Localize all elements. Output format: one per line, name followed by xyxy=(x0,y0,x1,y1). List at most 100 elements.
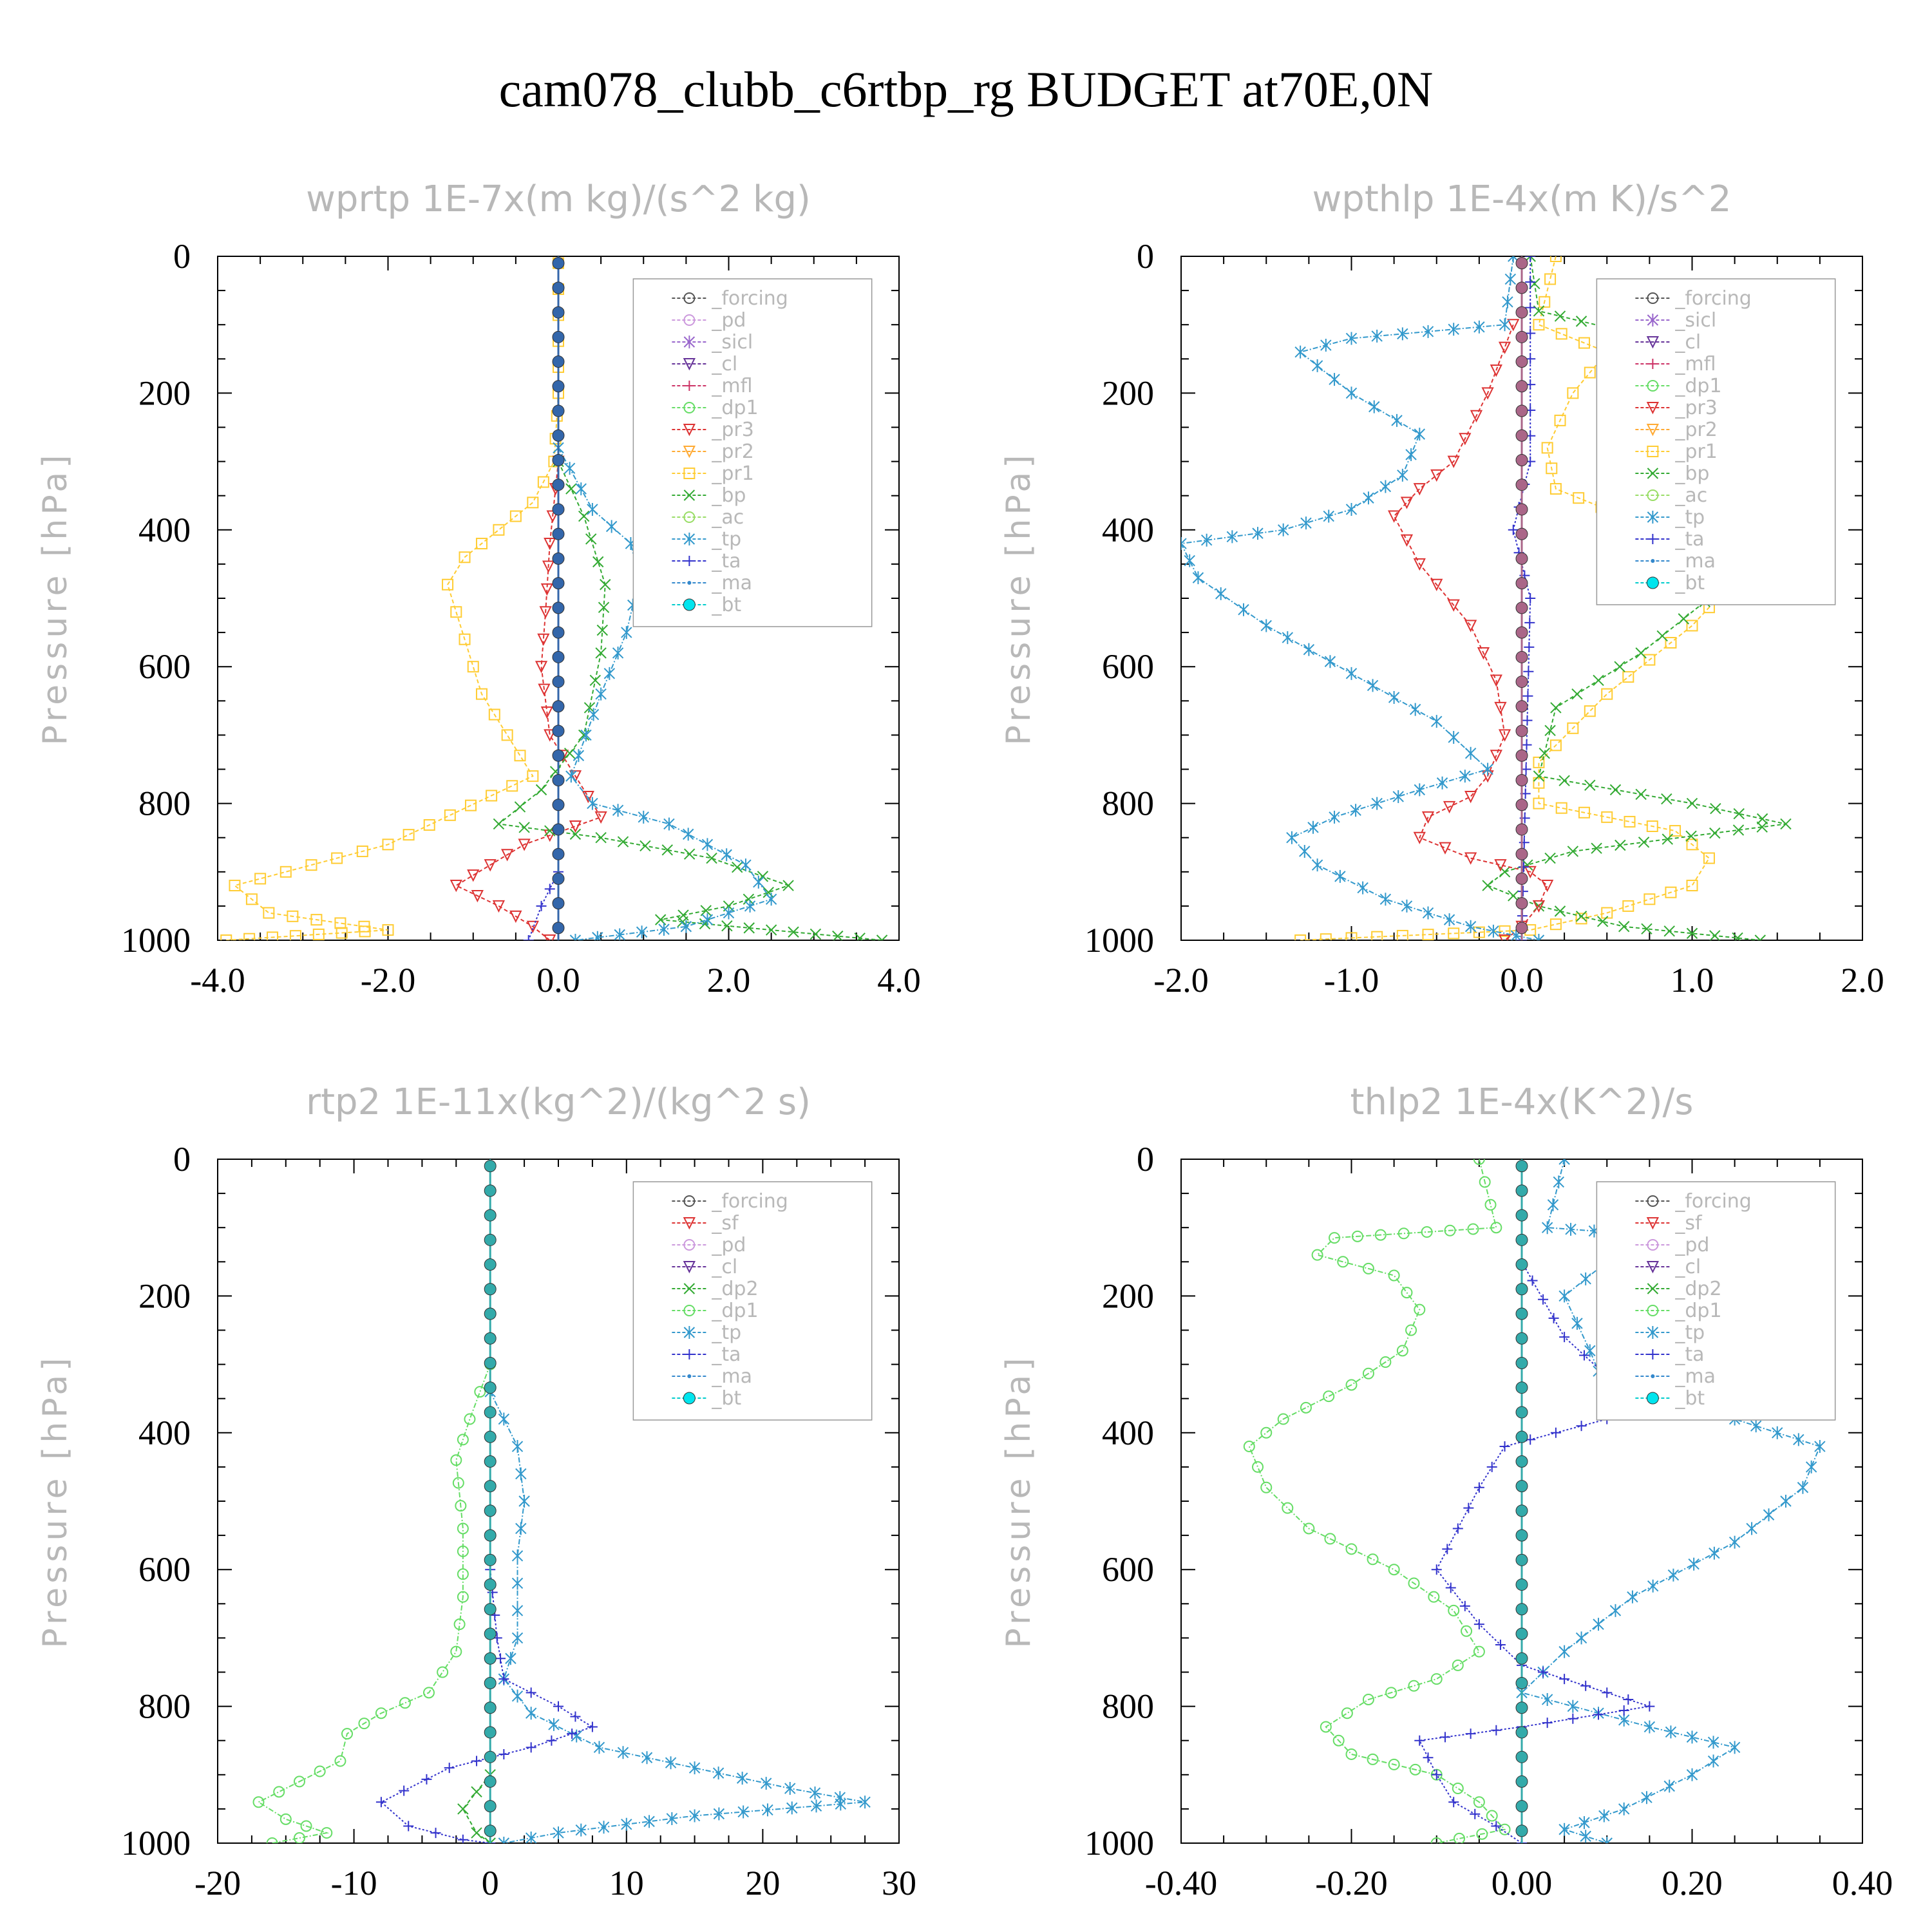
data-point xyxy=(542,560,555,573)
data-point xyxy=(1351,1230,1363,1242)
legend-marker xyxy=(684,1349,695,1359)
legend-marker xyxy=(683,511,696,523)
data-point xyxy=(569,934,582,940)
data-point xyxy=(612,804,624,817)
data-point xyxy=(484,1701,497,1714)
legend-marker xyxy=(1647,1239,1659,1251)
data-point xyxy=(1515,676,1528,688)
legend-marker xyxy=(683,336,696,348)
data-point xyxy=(1482,880,1493,891)
legend-entry: _bp xyxy=(711,484,746,507)
legend-marker xyxy=(683,446,696,459)
legend-marker xyxy=(683,1392,696,1405)
data-point xyxy=(1362,1693,1374,1705)
data-point xyxy=(1515,823,1528,836)
data-point xyxy=(1282,1502,1294,1514)
data-point xyxy=(509,510,522,522)
data-point xyxy=(1467,1223,1479,1235)
data-point xyxy=(359,925,371,938)
data-point xyxy=(1388,1564,1400,1576)
data-point xyxy=(1661,793,1672,805)
data-point xyxy=(1515,1258,1528,1271)
legend-entry: _dp1 xyxy=(1674,1300,1721,1322)
data-point xyxy=(1524,617,1535,628)
data-point xyxy=(509,910,522,923)
data-point xyxy=(1400,534,1414,547)
data-point xyxy=(1311,858,1323,872)
data-point xyxy=(1662,833,1673,845)
data-point xyxy=(700,905,712,916)
data-point xyxy=(552,922,565,934)
data-point xyxy=(1226,530,1238,544)
data-point xyxy=(621,1817,632,1831)
data-point xyxy=(484,1652,497,1665)
data-point xyxy=(1646,820,1658,832)
legend-marker xyxy=(1646,424,1659,437)
data-point xyxy=(666,1812,678,1825)
data-point xyxy=(1573,492,1585,504)
data-point xyxy=(1400,497,1414,509)
data-point xyxy=(450,606,462,618)
data-point xyxy=(515,1467,527,1481)
data-point xyxy=(459,551,471,564)
legend-entry: _ma xyxy=(1674,550,1716,573)
data-point xyxy=(1814,1440,1826,1454)
data-point xyxy=(484,1504,497,1517)
data-point xyxy=(1686,1768,1698,1781)
legend: _forcing_sf_pd_cl_dp2_dp1_tp_ta_ma_bt xyxy=(1596,1181,1836,1421)
x-tick-label: -2.0 xyxy=(361,961,415,999)
data-point xyxy=(402,829,415,841)
data-point xyxy=(1515,1824,1528,1837)
legend-entry: _pr3 xyxy=(711,419,753,441)
data-point xyxy=(1533,756,1545,768)
data-point xyxy=(1345,667,1358,680)
data-point xyxy=(442,578,454,591)
series-pr1 xyxy=(220,257,564,940)
data-point xyxy=(1473,320,1485,334)
data-point xyxy=(1515,552,1528,565)
data-point xyxy=(243,933,256,940)
data-point xyxy=(1609,784,1622,796)
data-point xyxy=(1578,1350,1589,1361)
panels: wprtp 1E-7x(m kg)/(s^2 kg) Pressure [hPa]… xyxy=(36,178,1893,1902)
data-point xyxy=(1323,509,1334,523)
data-point xyxy=(484,1356,497,1369)
data-point xyxy=(1444,1224,1456,1236)
data-point xyxy=(1252,527,1264,540)
data-point xyxy=(682,828,694,841)
data-point xyxy=(788,926,799,938)
data-point xyxy=(596,624,609,636)
data-point xyxy=(593,1741,605,1754)
data-point xyxy=(1793,1433,1804,1446)
series-dp1 xyxy=(252,1358,497,1843)
data-point xyxy=(1733,808,1745,820)
series-dp1 xyxy=(1243,1159,1511,1843)
data-point xyxy=(540,706,553,719)
data-point xyxy=(1447,599,1460,612)
data-point xyxy=(399,1785,410,1796)
data-point xyxy=(437,1666,449,1678)
data-point xyxy=(582,790,594,804)
y-axis-label: Pressure [hPa] xyxy=(36,1354,75,1649)
data-point xyxy=(484,1775,497,1788)
y-tick-label: 200 xyxy=(1102,374,1154,412)
data-point xyxy=(1300,516,1312,530)
data-point xyxy=(471,1756,482,1766)
data-point xyxy=(1707,1736,1719,1749)
data-point xyxy=(1602,1687,1613,1698)
data-point xyxy=(464,799,477,811)
data-point xyxy=(1580,1680,1591,1691)
data-point xyxy=(1515,1676,1528,1689)
data-point xyxy=(293,1832,305,1843)
data-point xyxy=(1559,1332,1570,1343)
series-bp xyxy=(493,455,888,940)
data-point xyxy=(511,1631,524,1645)
data-point xyxy=(569,820,582,833)
data-point xyxy=(595,831,607,844)
data-point xyxy=(382,838,394,851)
data-point xyxy=(1515,1233,1528,1246)
data-point xyxy=(760,1777,772,1790)
legend-entry: _pr1 xyxy=(711,462,753,485)
data-point xyxy=(1703,852,1715,864)
data-point xyxy=(1323,1390,1335,1403)
